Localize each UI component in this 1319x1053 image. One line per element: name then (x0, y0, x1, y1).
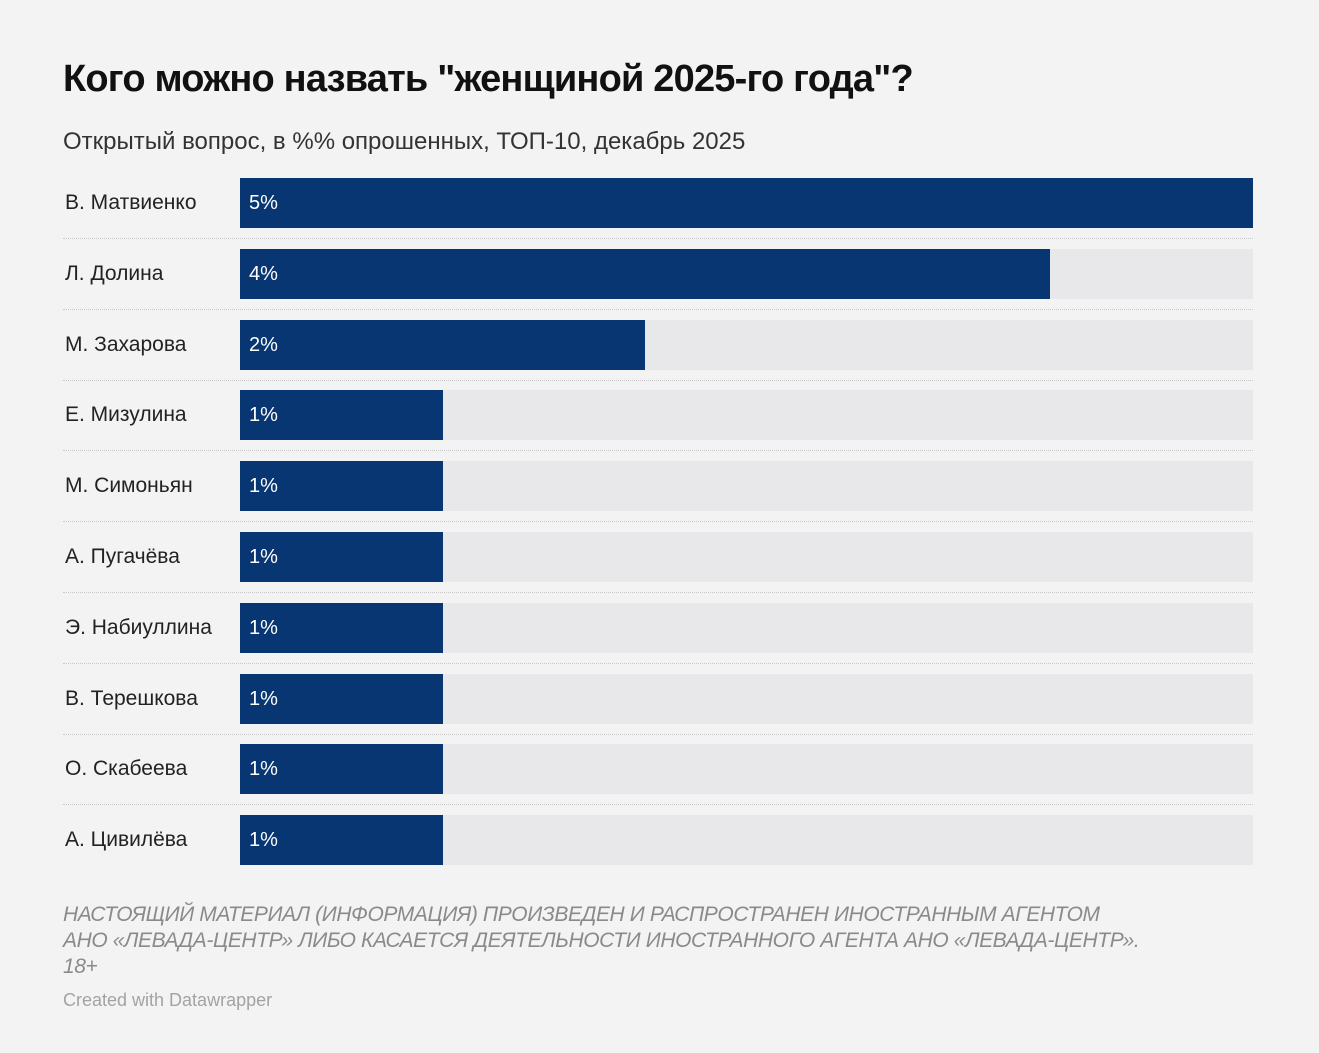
category-label: О. Скабеева (65, 757, 188, 781)
bar-track: 2% (240, 319, 1253, 370)
bar-row: А. Пугачёва 1% (63, 532, 1253, 582)
bar-track: 1% (240, 673, 1253, 724)
note-line: НАСТОЯЩИЙ МАТЕРИАЛ (ИНФОРМАЦИЯ) ПРОИЗВЕД… (63, 903, 1100, 926)
bar-row: М. Захарова 2% (63, 319, 1253, 370)
bar-row: Л. Долина 4% (63, 248, 1253, 299)
value-label: 1% (249, 475, 278, 498)
row-separator (63, 308, 1253, 310)
row-separator (63, 804, 1253, 806)
bar-track: 1% (240, 602, 1253, 653)
datawrapper-credit[interactable]: Created with Datawrapper (63, 990, 273, 1010)
row-separator (63, 521, 1253, 523)
bar-row: В. Матвиенко 5% (63, 178, 1253, 228)
bar (240, 461, 443, 512)
note-line: 18+ (63, 955, 98, 978)
foreign-agent-note: НАСТОЯЩИЙ МАТЕРИАЛ (ИНФОРМАЦИЯ) ПРОИЗВЕД… (63, 902, 1140, 980)
category-label: Л. Долина (65, 261, 164, 285)
category-label: В. Терешкова (65, 686, 198, 710)
row-separator (63, 662, 1253, 664)
category-label: В. Матвиенко (65, 191, 197, 214)
bar-track: 1% (240, 390, 1253, 441)
chart-subtitle: Открытый вопрос, в %% опрошенных, ТОП-10… (63, 128, 746, 155)
bar-track: 1% (240, 744, 1253, 795)
bar-row: В. Терешкова 1% (63, 673, 1253, 724)
category-label: Е. Мизулина (65, 403, 187, 427)
bar-row: А. Цивилёва 1% (63, 815, 1253, 866)
row-separator (63, 379, 1253, 381)
value-label: 1% (249, 687, 278, 710)
value-label: 1% (249, 404, 278, 427)
category-label: А. Пугачёва (65, 545, 180, 568)
value-label: 1% (249, 758, 278, 781)
value-label: 2% (249, 333, 278, 356)
bar (240, 319, 646, 370)
row-separator (63, 450, 1253, 452)
category-label: М. Захарова (65, 332, 187, 356)
row-separator (63, 733, 1253, 735)
note-line: АНО «ЛЕВАДА-ЦЕНТР» ЛИБО КАСАЕТСЯ ДЕЯТЕЛЬ… (63, 929, 1140, 952)
category-label: А. Цивилёва (65, 828, 188, 852)
category-label: Э. Набиуллина (65, 615, 212, 639)
bar (240, 178, 1253, 228)
bar (240, 815, 443, 866)
value-label: 4% (249, 262, 278, 285)
bar-track: 1% (240, 815, 1253, 866)
value-label: 1% (249, 546, 278, 568)
bar (240, 744, 443, 795)
bar (240, 248, 1051, 299)
bar-track: 1% (240, 461, 1253, 512)
bar-track: 1% (240, 532, 1253, 582)
bar-track: 5% (240, 178, 1253, 228)
bar-track: 4% (240, 248, 1253, 299)
bar-row: М. Симоньян 1% (63, 461, 1253, 512)
bar (240, 390, 443, 441)
category-label: М. Симоньян (65, 474, 193, 498)
bar-row: Э. Набиуллина 1% (63, 602, 1253, 653)
row-separator (63, 238, 1253, 239)
bar (240, 532, 443, 582)
row-separator (63, 592, 1253, 593)
bar (240, 602, 443, 653)
value-label: 5% (249, 192, 278, 214)
chart-title: Кого можно назвать "женщиной 2025-го год… (63, 58, 914, 100)
value-label: 1% (249, 829, 278, 852)
bar-row: О. Скабеева 1% (63, 744, 1253, 795)
bar-row: Е. Мизулина 1% (63, 390, 1253, 441)
value-label: 1% (249, 616, 278, 639)
bar (240, 673, 443, 724)
